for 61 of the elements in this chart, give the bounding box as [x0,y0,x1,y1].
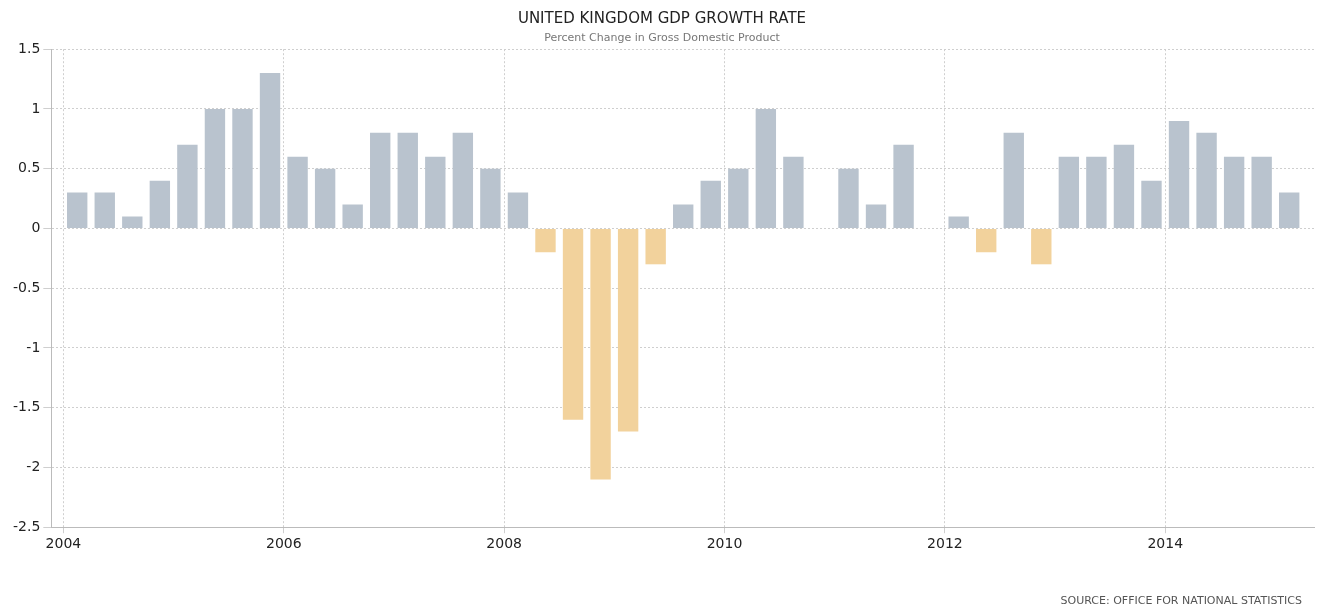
bar [149,180,171,228]
y-tick-label: -1.5 [12,398,41,415]
bar [590,228,611,480]
y-tick-label: -2.5 [12,517,41,534]
bar [259,73,281,228]
bar [1086,156,1107,228]
bar [562,228,584,420]
y-tick-label: 0 [31,219,41,236]
chart-title: UNITED KINGDOM GDP GROWTH RATE [517,8,807,27]
bar [617,228,639,432]
bar [1058,156,1080,228]
y-tick-label: -1 [26,338,41,355]
bar [1168,120,1190,228]
bar [755,108,777,228]
bar [1113,144,1135,228]
bar [232,108,253,228]
bar [287,156,308,228]
bar [976,228,997,253]
y-tick-label: 0.5 [18,159,41,176]
bar [452,132,474,228]
x-tick-label: 2006 [265,535,302,552]
x-tick-label: 2014 [1147,535,1184,552]
bar [507,192,529,228]
bar [94,192,115,228]
bar [728,168,749,228]
bar [535,228,556,253]
bar [1196,132,1217,228]
bar [480,168,501,228]
bar [1031,228,1052,265]
source-note: SOURCE: OFFICE FOR NATIONAL STATISTICS [1060,594,1303,607]
bar [1003,132,1024,228]
bar [645,228,666,265]
bar [122,216,143,228]
x-tick-label: 2012 [927,535,963,552]
bar [1223,156,1245,228]
bar [425,156,446,228]
bar [1141,180,1162,228]
bar [893,144,914,228]
bar [397,132,418,228]
bar [700,180,721,228]
x-tick-label: 2008 [486,535,522,552]
bar [865,204,887,228]
bar [314,168,336,228]
bar [342,204,363,228]
bar [204,108,226,228]
x-tick-label: 2004 [45,535,82,552]
bar [370,132,391,228]
y-tick-label: -0.5 [12,278,41,295]
x-tick-label: 2010 [706,535,743,552]
bar [948,216,969,228]
y-tick-label: 1 [31,99,41,116]
bar [1251,156,1272,228]
y-tick-label: 1.5 [18,39,41,56]
bar [1279,192,1300,228]
bar [783,156,804,228]
y-tick-label: -2 [26,458,41,475]
chart-subtitle: Percent Change in Gross Domestic Product [544,31,781,45]
bar [177,144,198,228]
bar [67,192,88,228]
bar [838,168,859,228]
bar [673,204,694,228]
